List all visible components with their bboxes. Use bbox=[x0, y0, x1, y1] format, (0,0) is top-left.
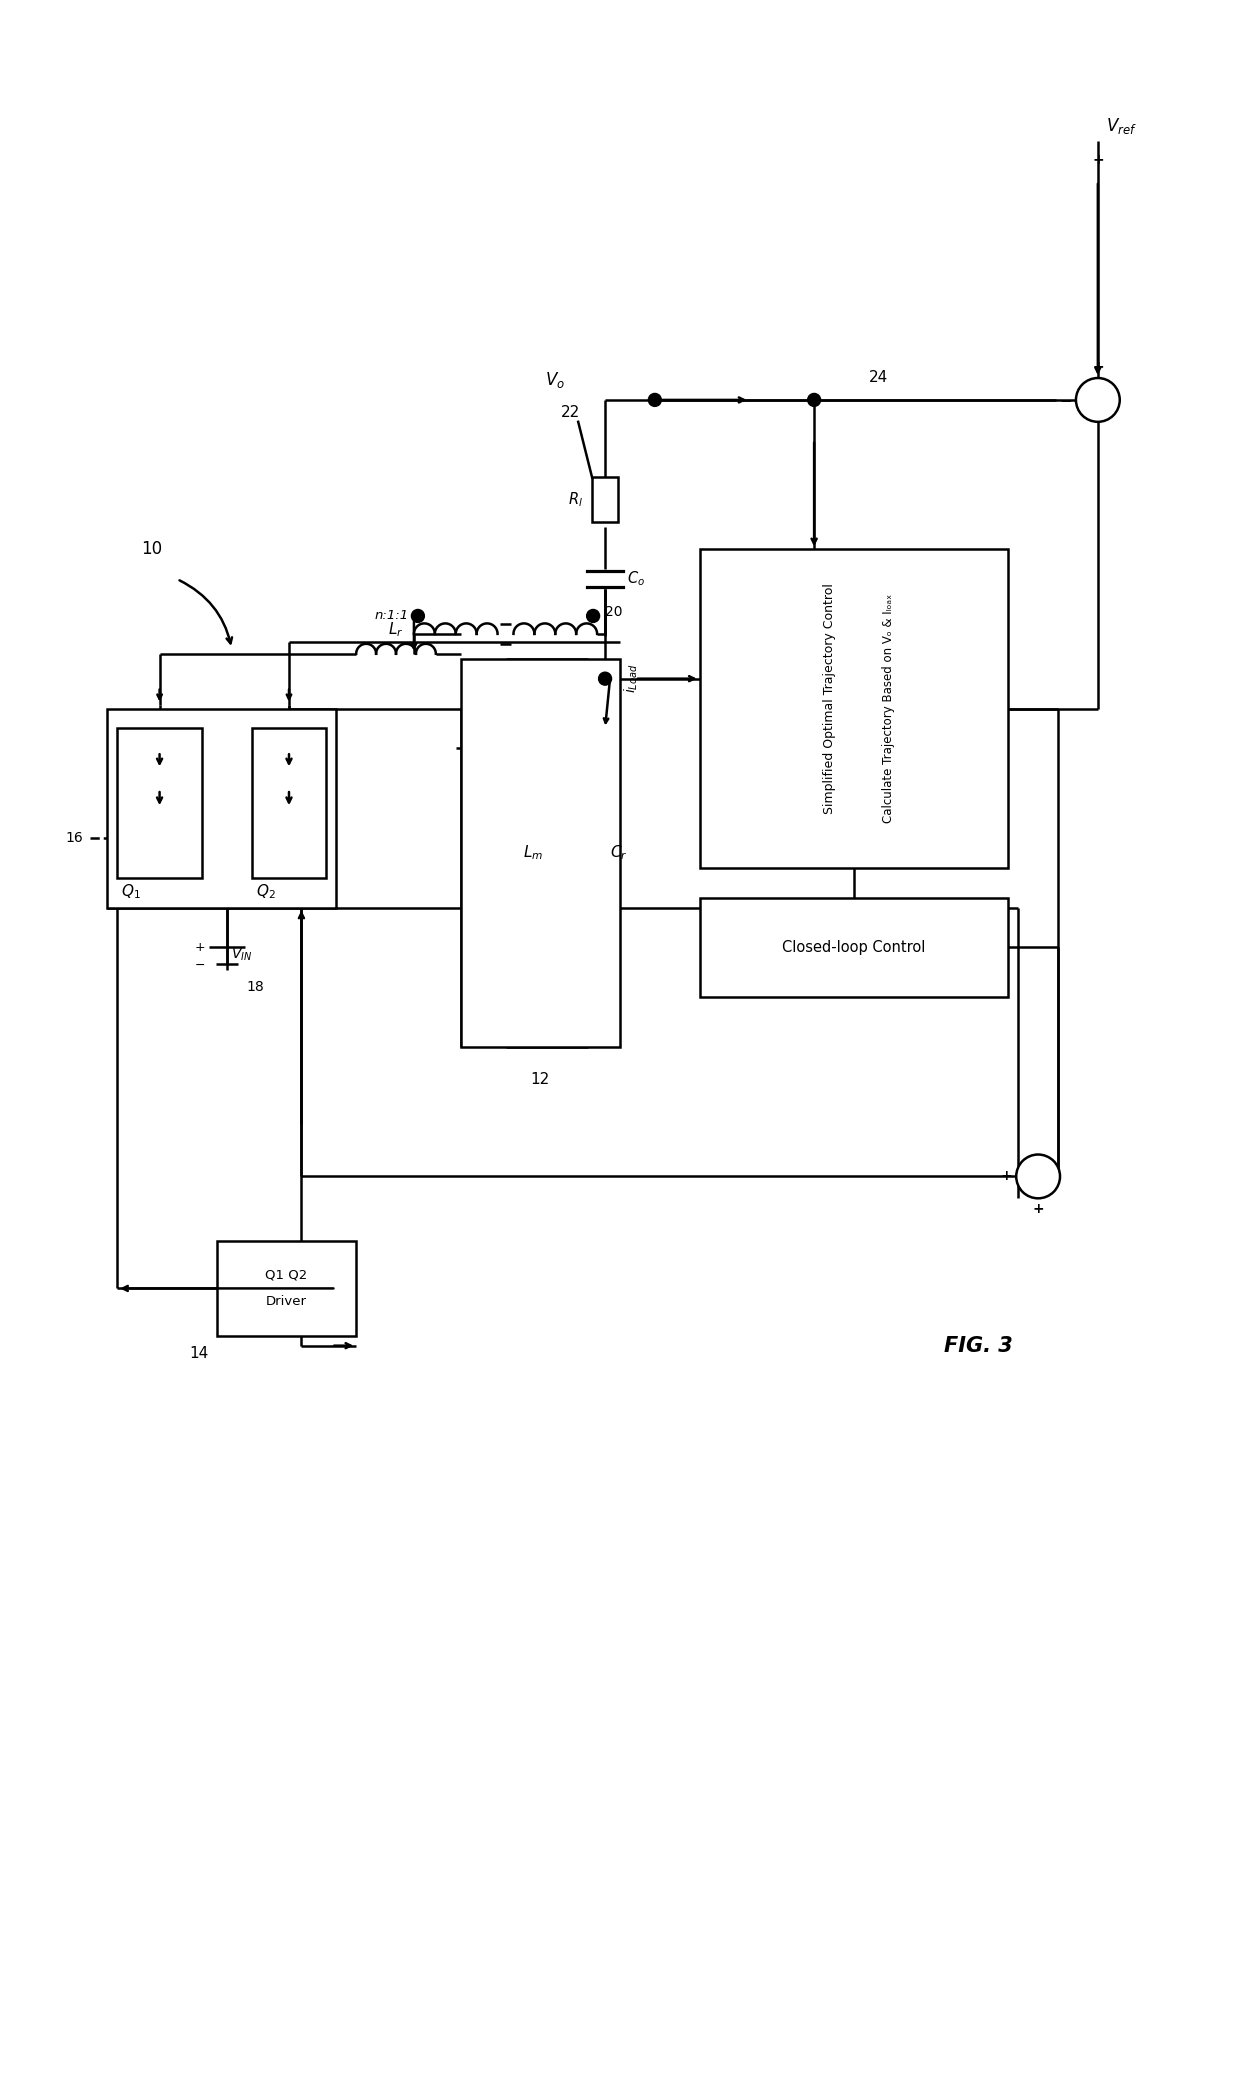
Text: $Q_2$: $Q_2$ bbox=[255, 883, 275, 902]
Bar bbox=[593, 478, 618, 522]
Circle shape bbox=[599, 673, 611, 686]
Text: n:1:1: n:1:1 bbox=[374, 610, 409, 623]
Text: $R_l$: $R_l$ bbox=[568, 491, 583, 510]
Text: +: + bbox=[1092, 361, 1104, 373]
Text: $L_m$: $L_m$ bbox=[523, 843, 543, 862]
Text: Closed-loop Control: Closed-loop Control bbox=[782, 939, 925, 954]
Text: 22: 22 bbox=[560, 405, 580, 419]
Bar bbox=[252, 728, 326, 879]
Bar bbox=[217, 1241, 356, 1336]
Bar bbox=[699, 898, 1008, 998]
Circle shape bbox=[807, 394, 821, 407]
Text: Simplified Optimal Trajectory Control: Simplified Optimal Trajectory Control bbox=[822, 583, 836, 814]
Text: +: + bbox=[1001, 1170, 1012, 1183]
Text: 16: 16 bbox=[66, 830, 83, 845]
Text: $-$: $-$ bbox=[1059, 392, 1071, 407]
Circle shape bbox=[412, 610, 424, 623]
Bar bbox=[108, 709, 336, 908]
Text: 20: 20 bbox=[605, 604, 622, 619]
Text: Driver: Driver bbox=[267, 1294, 308, 1309]
Text: $V_{ref}$: $V_{ref}$ bbox=[1106, 115, 1137, 136]
Text: $C_o$: $C_o$ bbox=[627, 570, 645, 589]
Text: 12: 12 bbox=[531, 1072, 551, 1086]
Bar bbox=[699, 549, 1008, 868]
Text: 10: 10 bbox=[141, 541, 162, 558]
Circle shape bbox=[587, 610, 600, 623]
Text: $Q_1$: $Q_1$ bbox=[122, 883, 141, 902]
Text: +: + bbox=[1033, 1202, 1044, 1216]
Bar bbox=[118, 728, 202, 879]
Bar bbox=[461, 658, 620, 1046]
Circle shape bbox=[1017, 1155, 1060, 1197]
Text: Calculate Trajectory Based on Vₒ & Iₗₒₐₓ: Calculate Trajectory Based on Vₒ & Iₗₒₐₓ bbox=[883, 593, 895, 824]
Circle shape bbox=[1076, 377, 1120, 421]
Circle shape bbox=[649, 394, 661, 407]
Text: 24: 24 bbox=[869, 369, 889, 386]
Text: $V_{IN}$: $V_{IN}$ bbox=[231, 946, 252, 963]
Text: 14: 14 bbox=[190, 1346, 208, 1361]
Text: 18: 18 bbox=[247, 979, 264, 994]
Text: +: + bbox=[1092, 153, 1104, 168]
Text: $i_{Load}$: $i_{Load}$ bbox=[622, 665, 640, 694]
Text: $L_r$: $L_r$ bbox=[388, 621, 404, 640]
Text: FIG. 3: FIG. 3 bbox=[944, 1336, 1013, 1355]
Text: $C_r$: $C_r$ bbox=[610, 843, 627, 862]
Text: +: + bbox=[195, 942, 205, 954]
Text: $-$: $-$ bbox=[193, 958, 205, 971]
Text: $V_o$: $V_o$ bbox=[546, 369, 565, 390]
Text: Q1 Q2: Q1 Q2 bbox=[265, 1269, 308, 1281]
